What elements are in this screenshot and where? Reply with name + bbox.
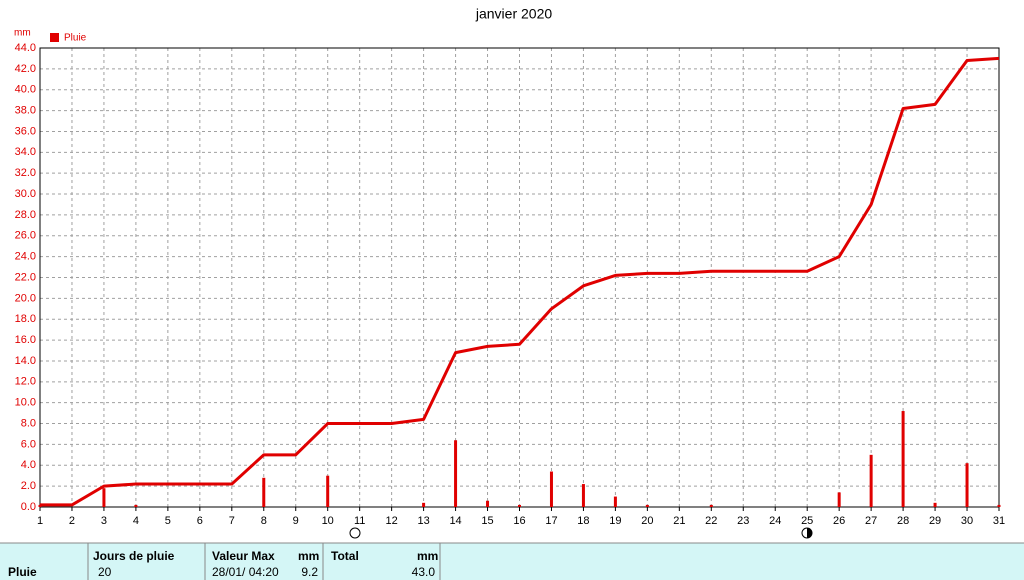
y-tick-label: 36.0 bbox=[15, 125, 36, 137]
x-tick-label: 7 bbox=[229, 515, 235, 527]
header: mm bbox=[298, 549, 319, 563]
x-tick-label: 25 bbox=[801, 515, 813, 527]
y-tick-label: 18.0 bbox=[15, 313, 36, 325]
bar bbox=[645, 504, 649, 507]
y-tick-label: 20.0 bbox=[15, 292, 36, 304]
cell: 43.0 bbox=[412, 565, 436, 579]
y-tick-label: 30.0 bbox=[15, 188, 36, 200]
cell: 9.2 bbox=[301, 565, 318, 579]
x-tick-label: 13 bbox=[417, 515, 429, 527]
y-tick-label: 26.0 bbox=[15, 230, 36, 242]
y-tick-label: 16.0 bbox=[15, 334, 36, 346]
x-tick-label: 5 bbox=[165, 515, 171, 527]
y-unit: mm bbox=[14, 28, 31, 39]
bar bbox=[486, 500, 490, 507]
y-tick-label: 2.0 bbox=[21, 480, 36, 492]
x-tick-label: 6 bbox=[197, 515, 203, 527]
y-tick-label: 28.0 bbox=[15, 209, 36, 221]
x-tick-label: 20 bbox=[641, 515, 653, 527]
footer-lines bbox=[0, 542, 1024, 580]
bar bbox=[837, 492, 841, 507]
y-tick-label: 12.0 bbox=[15, 376, 36, 388]
x-tick-label: 21 bbox=[673, 515, 685, 527]
cell: 28/01/ 04:20 bbox=[212, 565, 279, 579]
x-tick-label: 17 bbox=[545, 515, 557, 527]
y-tick-label: 34.0 bbox=[15, 146, 36, 158]
y-tick-label: 0.0 bbox=[21, 501, 36, 513]
footer-bg bbox=[0, 543, 1024, 580]
bar bbox=[262, 477, 266, 507]
x-tick-label: 22 bbox=[705, 515, 717, 527]
y-tick-label: 24.0 bbox=[15, 251, 36, 263]
y-tick-label: 10.0 bbox=[15, 397, 36, 409]
y-tick-label: 44.0 bbox=[15, 42, 36, 54]
bar bbox=[901, 411, 905, 507]
x-tick-label: 27 bbox=[865, 515, 877, 527]
x-tick-label: 15 bbox=[481, 515, 493, 527]
bar bbox=[549, 471, 553, 507]
header: Valeur Max bbox=[212, 549, 275, 563]
moon-icon bbox=[349, 527, 361, 539]
x-tick-label: 10 bbox=[322, 515, 334, 527]
x-tick-label: 12 bbox=[386, 515, 398, 527]
x-tick-label: 29 bbox=[929, 515, 941, 527]
x-tick-label: 8 bbox=[261, 515, 267, 527]
moon-icon bbox=[807, 528, 812, 538]
bar bbox=[933, 502, 937, 507]
row-label: Pluie bbox=[8, 565, 37, 579]
line bbox=[40, 56, 1000, 507]
bar bbox=[869, 454, 873, 507]
x-tick-label: 4 bbox=[133, 515, 139, 527]
x-tick-label: 26 bbox=[833, 515, 845, 527]
legend-swatch bbox=[50, 33, 59, 42]
x-tick-label: 23 bbox=[737, 515, 749, 527]
y-tick-label: 42.0 bbox=[15, 63, 36, 75]
y-tick-label: 22.0 bbox=[15, 271, 36, 283]
bar bbox=[454, 440, 458, 507]
legend-label: Pluie bbox=[64, 33, 87, 44]
x-tick-label: 14 bbox=[449, 515, 461, 527]
x-tick-label: 1 bbox=[37, 515, 43, 527]
x-tick-label: 2 bbox=[69, 515, 75, 527]
x-tick-label: 9 bbox=[293, 515, 299, 527]
header: Jours de pluie bbox=[93, 549, 175, 563]
x-tick-label: 3 bbox=[101, 515, 107, 527]
chart-title: janvier 2020 bbox=[475, 6, 552, 22]
bar bbox=[102, 488, 106, 507]
bar bbox=[134, 504, 138, 507]
bar bbox=[965, 463, 969, 507]
bar bbox=[326, 475, 330, 507]
bar bbox=[518, 504, 521, 507]
y-tick-label: 14.0 bbox=[15, 355, 36, 367]
bar bbox=[997, 504, 1001, 507]
y-tick-label: 38.0 bbox=[15, 104, 36, 116]
x-tick-label: 16 bbox=[513, 515, 525, 527]
x-tick-label: 30 bbox=[961, 515, 973, 527]
x-tick-label: 31 bbox=[993, 515, 1005, 527]
y-tick-label: 6.0 bbox=[21, 438, 36, 450]
bar bbox=[422, 502, 426, 507]
header: mm bbox=[417, 549, 438, 563]
x-tick-label: 18 bbox=[577, 515, 589, 527]
x-tick-label: 19 bbox=[609, 515, 621, 527]
x-tick-label: 11 bbox=[354, 515, 365, 527]
x-tick-label: 24 bbox=[769, 515, 781, 527]
bar bbox=[581, 484, 585, 507]
bar bbox=[709, 504, 713, 507]
y-tick-label: 4.0 bbox=[21, 459, 36, 471]
y-tick-label: 40.0 bbox=[15, 84, 36, 96]
bar bbox=[613, 496, 617, 507]
cell: 20 bbox=[98, 565, 112, 579]
header: Total bbox=[331, 549, 359, 563]
y-tick-label: 8.0 bbox=[21, 417, 36, 429]
y-tick-label: 32.0 bbox=[15, 167, 36, 179]
x-tick-label: 28 bbox=[897, 515, 909, 527]
